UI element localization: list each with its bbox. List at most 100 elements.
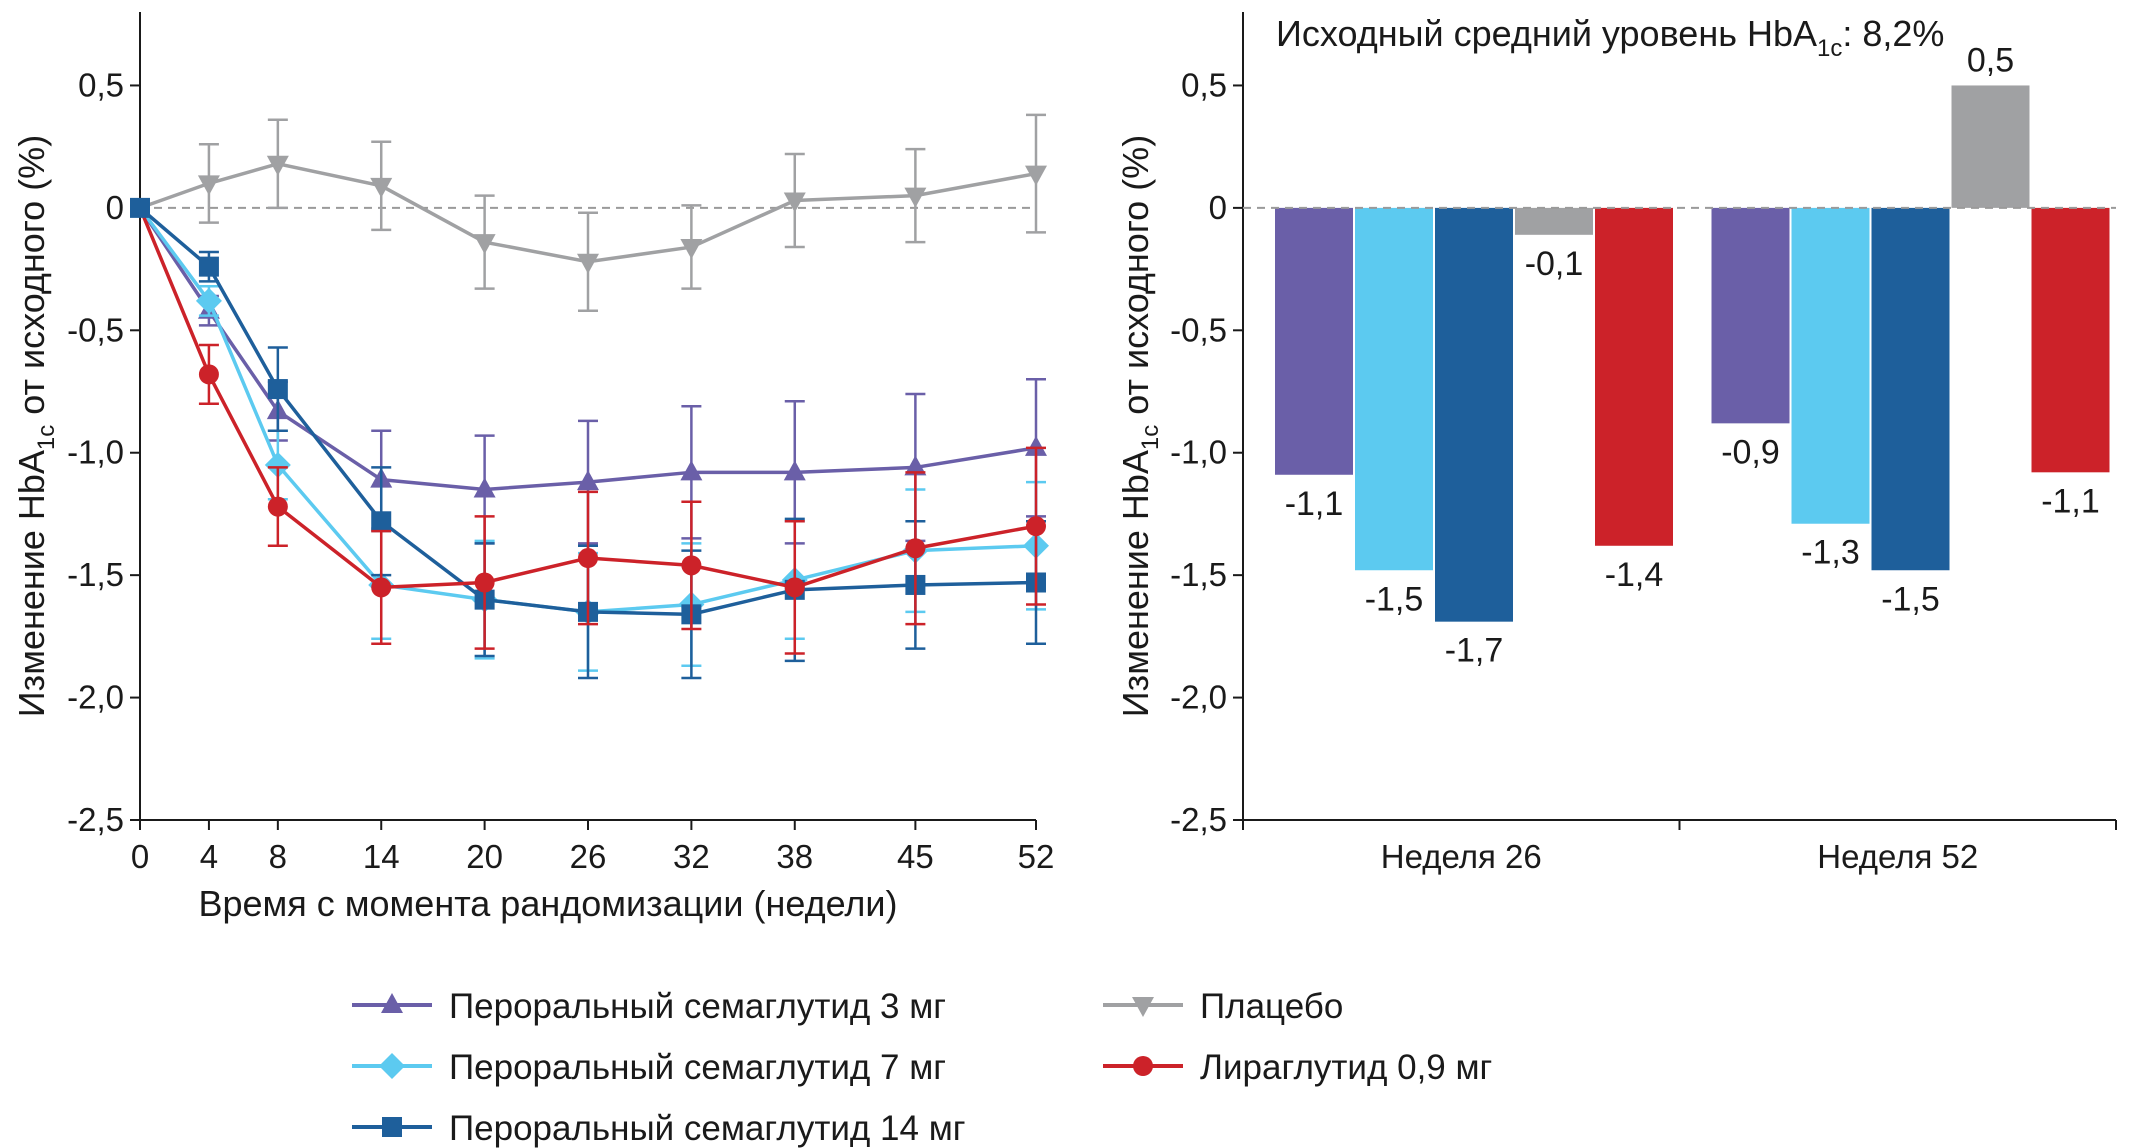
x-tick-label: 8 xyxy=(269,838,287,875)
x-tick-label: 4 xyxy=(200,838,218,875)
bar-value-label: 0,5 xyxy=(1967,41,2014,79)
series-4 xyxy=(138,207,1046,655)
data-point xyxy=(371,511,392,532)
data-point xyxy=(904,187,927,208)
data-point xyxy=(784,577,805,598)
series-0 xyxy=(139,113,1047,312)
bar xyxy=(1711,207,1790,424)
data-point xyxy=(267,496,288,517)
bar xyxy=(1871,207,1950,571)
bar xyxy=(1275,207,1353,475)
legend-item-0: Пероральный семаглутид 3 мг xyxy=(352,987,946,1026)
y-tick-label: -1,0 xyxy=(67,434,124,471)
data-point xyxy=(195,287,222,314)
legend-marker xyxy=(381,993,403,1013)
data-point xyxy=(474,572,495,593)
x-tick-label: 38 xyxy=(776,838,813,875)
y-tick-label: -2,5 xyxy=(1170,801,1227,838)
data-point xyxy=(266,155,289,176)
data-point xyxy=(577,470,599,491)
bar-value-label: -1,5 xyxy=(1365,580,1424,618)
bar-value-label: -1,1 xyxy=(1285,485,1344,523)
bar xyxy=(1595,207,1673,546)
legend-marker xyxy=(1132,997,1154,1017)
x-tick-label: 52 xyxy=(1018,838,1055,875)
x-tick-label: 26 xyxy=(570,838,607,875)
data-point xyxy=(473,234,496,255)
data-point xyxy=(577,253,599,274)
x-tick-label: 45 xyxy=(897,838,934,875)
data-point xyxy=(904,455,927,476)
y-tick-label: -0,5 xyxy=(1170,311,1227,348)
legend-item-4: Лираглутид 0,9 мг xyxy=(1103,1048,1492,1087)
data-point xyxy=(680,239,703,260)
bar xyxy=(1791,207,1870,524)
legend-marker xyxy=(382,1117,402,1137)
series-line xyxy=(138,206,1037,492)
legend-label: Пероральный семаглутид 7 мг xyxy=(449,1048,946,1087)
legend-item-1: Пероральный семаглутид 7 мг xyxy=(352,1048,946,1087)
x-tick-label: 0 xyxy=(131,838,149,875)
bar-value-label: -1,4 xyxy=(1605,556,1664,594)
data-point xyxy=(370,177,393,198)
legend-marker xyxy=(379,1053,405,1079)
bar xyxy=(1951,85,2030,208)
bar-value-label: -0,9 xyxy=(1721,433,1780,471)
series-3 xyxy=(138,206,1046,680)
bar xyxy=(1515,207,1593,235)
legend-label: Пероральный семаглутид 3 мг xyxy=(449,987,946,1026)
y-tick-label: -2,5 xyxy=(67,801,124,838)
bar-chart-panel: 0,5 0 -0,5 -1,0 -1,5 -2,0 -2,5 Неделя 26 Неделя … xyxy=(1115,12,2117,875)
data-point xyxy=(578,548,598,569)
y-axis-label: Изменение HbA1c от исходного (%) xyxy=(1115,135,1164,717)
bar-value-label: -1,5 xyxy=(1881,580,1940,618)
category-label: Неделя 26 xyxy=(1381,838,1542,875)
y-axis-label: Изменение HbA1c от исходного (%) xyxy=(11,135,60,717)
line-chart-panel: 0,50-0,5-1,0-1,5-2,0-2,50 4 8 14 20 26 32 38 45 5… xyxy=(11,12,1054,924)
bar-value-label: -1,3 xyxy=(1801,534,1860,572)
legend: Пероральный семаглутид 3 мг Пероральный с… xyxy=(352,987,1492,1148)
x-tick-label: 14 xyxy=(363,838,400,875)
baseline-point xyxy=(130,197,150,218)
data-point xyxy=(371,577,392,598)
x-tick-label: 32 xyxy=(673,838,710,875)
data-point xyxy=(681,555,702,576)
bar xyxy=(1435,207,1513,622)
legend-label: Пероральный семаглутид 14 мг xyxy=(449,1109,966,1148)
data-point xyxy=(680,460,703,481)
y-tick-label: 0 xyxy=(106,189,124,226)
x-axis-label: Время с момента рандомизации (недели) xyxy=(198,883,897,924)
bar xyxy=(1355,207,1433,571)
x-tick-label: 20 xyxy=(466,838,503,875)
y-tick-label: -0,5 xyxy=(67,311,124,348)
y-tick-label: -2,0 xyxy=(1170,679,1227,716)
data-point xyxy=(905,538,926,559)
data-point xyxy=(473,477,496,498)
baseline-annotation: Исходный средний уровень HbA1c: 8,2% xyxy=(1276,13,1944,62)
series-line xyxy=(138,206,1037,617)
series-line xyxy=(138,207,1037,590)
bar-value-label: -1,7 xyxy=(1445,632,1504,670)
data-point xyxy=(264,451,291,478)
legend-label: Лираглутид 0,9 мг xyxy=(1200,1048,1492,1087)
bar-value-label: -0,1 xyxy=(1525,245,1584,283)
y-tick-label: 0 xyxy=(1209,189,1227,226)
bar xyxy=(2031,207,2110,473)
y-tick-label: -1,0 xyxy=(1170,434,1227,471)
data-point xyxy=(267,379,288,400)
data-point xyxy=(783,460,806,481)
data-point xyxy=(1025,435,1047,456)
data-point xyxy=(1025,165,1047,186)
legend-label: Плацебо xyxy=(1200,987,1343,1026)
data-point xyxy=(197,175,220,196)
data-point xyxy=(198,256,219,277)
y-tick-label: -1,5 xyxy=(67,556,124,593)
y-tick-label: 0,5 xyxy=(78,66,124,103)
category-label: Неделя 52 xyxy=(1817,838,1978,875)
legend-item-2: Пероральный семаглутид 14 мг xyxy=(352,1109,966,1148)
y-tick-label: 0,5 xyxy=(1181,66,1227,103)
legend-marker xyxy=(1133,1056,1153,1076)
data-point xyxy=(783,192,806,213)
y-tick-label: -1,5 xyxy=(1170,556,1227,593)
